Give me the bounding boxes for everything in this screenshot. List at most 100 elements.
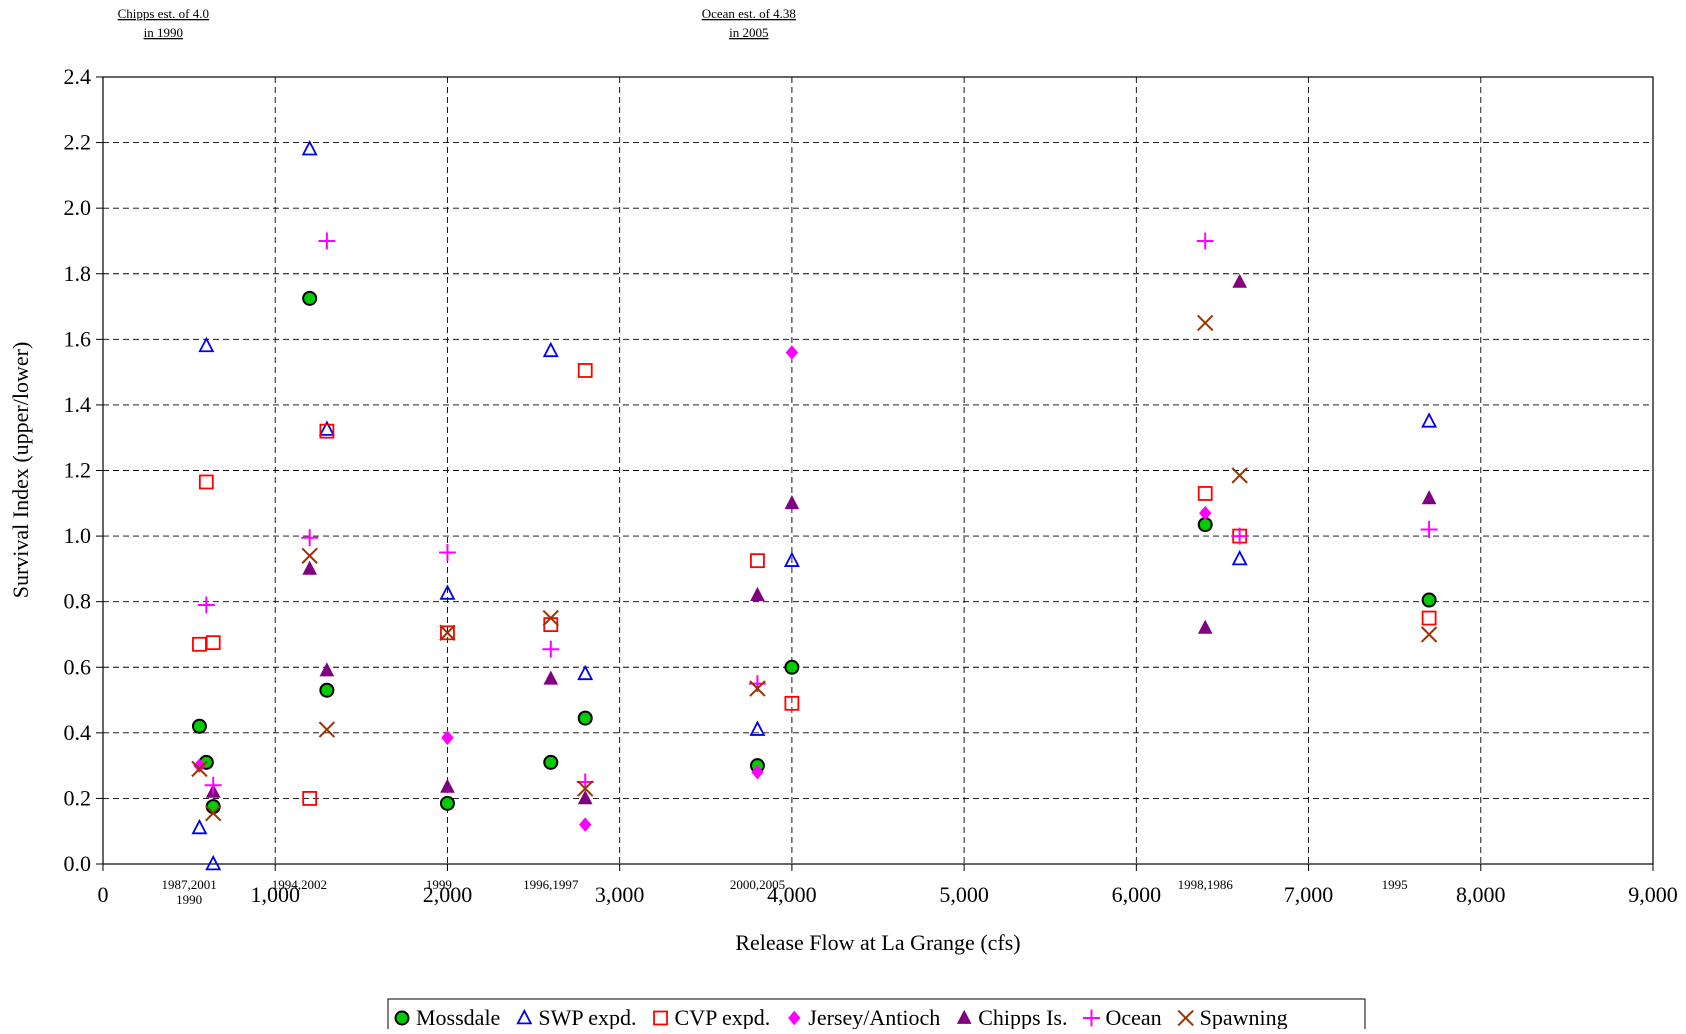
legend-label: SWP expd. — [538, 1005, 636, 1029]
data-point-b — [191, 760, 208, 778]
data-point-b — [1197, 314, 1214, 332]
data-point — [440, 778, 455, 793]
data-point — [784, 659, 800, 675]
data-point — [318, 232, 336, 250]
data-point — [1196, 232, 1214, 250]
x-axis-title: Release Flow at La Grange (cfs) — [735, 930, 1020, 955]
top-note: in 1990 — [144, 25, 183, 40]
data-point — [1421, 592, 1437, 608]
grid-layer — [103, 77, 1653, 864]
data-point — [751, 764, 764, 780]
data-point-b — [205, 804, 222, 822]
legend-marker — [956, 1009, 972, 1024]
ticks-layer: 0.0 0.2 0.4 0.6 0.8 1.0 1.2 1.4 1.6 1.8 2.0 2.2 2.4 0… — [64, 64, 1678, 907]
data-point — [750, 553, 765, 569]
data-point — [579, 817, 592, 832]
series-cvp-expd- — [192, 363, 1437, 806]
data-point-b — [542, 609, 559, 627]
x-tick-label: 2,000 — [423, 882, 473, 907]
legend-entry: Ocean — [1083, 1005, 1162, 1030]
data-point — [1231, 549, 1248, 566]
legend-marker — [788, 1010, 801, 1026]
y-tick-label: 0.6 — [64, 654, 92, 679]
y-tick-label: 1.2 — [64, 458, 92, 483]
y-tick-label: 0.4 — [64, 720, 92, 745]
legend-frame — [387, 998, 1366, 1034]
x-tick-label: 6,000 — [1112, 882, 1162, 907]
data-point-b — [749, 680, 766, 697]
year-annotation: 2000,2005 — [730, 877, 785, 892]
y-tick-label: 1.6 — [64, 326, 92, 351]
legend-label: Ocean — [1105, 1005, 1161, 1029]
top-note: Chipps est. of 4.0 — [118, 6, 209, 21]
y-tick-label: 0.0 — [64, 851, 92, 876]
legend-label: Spawning — [1200, 1005, 1288, 1029]
data-point — [191, 760, 208, 778]
data-point — [193, 758, 206, 773]
data-point — [1231, 467, 1248, 484]
data-point — [192, 636, 207, 652]
legend-marker-b — [1177, 1009, 1194, 1027]
year-annotation: 1999 — [426, 877, 452, 892]
year-annotation: 1990 — [176, 892, 202, 907]
data-point — [302, 290, 318, 306]
data-point — [205, 635, 221, 651]
year-annotation: 1996,1997 — [523, 877, 579, 892]
data-point — [543, 754, 559, 770]
x-tick-label: 8,000 — [1456, 882, 1506, 907]
data-point — [1231, 527, 1249, 545]
data-point — [1421, 490, 1437, 505]
data-point — [318, 420, 335, 436]
y-tick-label: 2.2 — [64, 130, 92, 155]
data-point — [1421, 412, 1438, 428]
series-mossdale — [191, 290, 1437, 815]
data-point — [543, 617, 559, 633]
y-tick-label: 0.2 — [64, 785, 92, 810]
series-chipps-is- — [205, 273, 1437, 805]
x-tick-label: 4,000 — [767, 882, 817, 907]
series-ocean — [197, 232, 1438, 794]
legend-marker — [1177, 1009, 1194, 1027]
legend: Mossdale SWP expd. CVP expd. Jersey/Antioch… — [387, 998, 1366, 1034]
data-point — [319, 682, 335, 698]
data-point-b — [1231, 467, 1248, 484]
data-point — [438, 544, 456, 561]
legend-marker — [394, 1010, 410, 1026]
x-tick-label: 9,000 — [1628, 882, 1678, 907]
x-tick-label: 7,000 — [1284, 882, 1334, 907]
data-point — [577, 710, 593, 726]
year-annotation: 1995 — [1382, 877, 1408, 892]
data-point — [198, 474, 214, 490]
data-point — [441, 730, 454, 746]
data-point — [204, 776, 222, 794]
series-jersey-antioch — [193, 345, 1212, 832]
legend-entry: Chipps Is. — [956, 1005, 1067, 1030]
data-point — [205, 799, 221, 815]
data-point-b — [439, 624, 456, 642]
data-point — [319, 662, 335, 677]
legend-entry: CVP expd. — [653, 1005, 771, 1030]
data-point — [1197, 619, 1213, 634]
series-spawning — [191, 314, 1438, 822]
data-point-b — [577, 780, 594, 797]
year-annotation: 1994,2002 — [272, 877, 327, 892]
data-point — [542, 609, 559, 627]
data-point — [577, 780, 594, 797]
data-point — [439, 795, 455, 811]
x-tick-label: 0 — [98, 882, 109, 907]
series-swp-expd- — [191, 140, 1438, 871]
x-tick-label: 1,000 — [250, 882, 300, 907]
legend-entry: Mossdale — [394, 1005, 500, 1030]
y-tick-label: 2.0 — [64, 195, 92, 220]
legend-label: CVP expd. — [675, 1005, 771, 1029]
data-point — [784, 495, 800, 510]
data-point — [749, 720, 766, 736]
data-point-b — [1420, 626, 1438, 643]
legend-entry: SWP expd. — [516, 1005, 637, 1030]
data-point — [785, 345, 799, 360]
top-note: Ocean est. of 4.38 — [702, 6, 796, 21]
data-point — [191, 718, 207, 734]
points-layer — [191, 140, 1438, 871]
data-point — [318, 721, 336, 738]
